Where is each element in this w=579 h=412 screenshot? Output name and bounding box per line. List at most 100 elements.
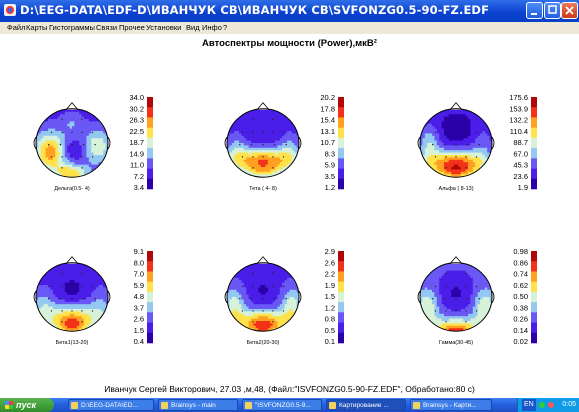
close-button[interactable] bbox=[561, 2, 578, 19]
colorbar-segment bbox=[147, 97, 153, 108]
menu-item-view[interactable]: Вид bbox=[186, 23, 200, 32]
menu-item-maps[interactable]: Карты bbox=[26, 23, 48, 32]
colorbar-segment bbox=[147, 158, 153, 169]
ear-mark bbox=[33, 290, 37, 304]
colorbar-segment bbox=[338, 107, 344, 118]
nose-mark bbox=[65, 102, 79, 111]
language-indicator[interactable]: EN bbox=[522, 399, 536, 411]
menu-item-help[interactable]: ? bbox=[223, 23, 228, 32]
electrode-dot bbox=[434, 156, 437, 158]
electrode-dot bbox=[478, 297, 480, 300]
scale-label: 2.9 bbox=[325, 247, 335, 256]
electrode-dot bbox=[262, 143, 264, 146]
menu-item-links[interactable]: Связи bbox=[96, 23, 118, 32]
scale-label: 0.86 bbox=[513, 258, 528, 267]
scale-label: 1.2 bbox=[325, 183, 335, 192]
electrode-dot bbox=[465, 310, 467, 312]
scale-label: 7.2 bbox=[134, 172, 144, 181]
taskbar-item-brainsys-main[interactable]: Brainsys - main bbox=[158, 399, 238, 411]
electrode-dot bbox=[465, 321, 467, 323]
scale-label: 8.0 bbox=[134, 258, 144, 267]
scale-label: 0.50 bbox=[513, 292, 528, 301]
colorbar-segment bbox=[531, 251, 537, 262]
electrode-dot bbox=[445, 310, 447, 312]
electrode-dot bbox=[61, 321, 63, 323]
scale-label: 0.8 bbox=[325, 315, 335, 324]
electrode-dot bbox=[71, 143, 73, 146]
menu-item-info[interactable]: Инфо bbox=[202, 23, 222, 32]
ear-mark bbox=[298, 136, 302, 150]
taskbar-item-label: "ISVFONZG0.5-9... bbox=[255, 402, 311, 409]
electrode-dot bbox=[252, 285, 254, 288]
electrode-dot bbox=[272, 285, 274, 288]
electrode-dot bbox=[455, 131, 457, 134]
colorbar-segment bbox=[147, 117, 153, 128]
electrode-dot bbox=[285, 297, 287, 300]
scale-label: 0.26 bbox=[513, 315, 528, 324]
colorbar-segment bbox=[338, 281, 344, 293]
ear-mark bbox=[491, 290, 495, 304]
app-window-icon bbox=[161, 402, 168, 409]
colorbar-segment bbox=[147, 178, 153, 190]
menu-item-other[interactable]: Прочее bbox=[119, 23, 145, 32]
security-icon[interactable] bbox=[548, 402, 554, 408]
electrode-dot bbox=[475, 285, 478, 288]
electrode-dot bbox=[443, 143, 446, 146]
scale-label: 7.0 bbox=[134, 270, 144, 279]
scale-label: 1.9 bbox=[325, 281, 335, 290]
colorbar-segment bbox=[147, 302, 153, 313]
scale-label: 0.5 bbox=[325, 326, 335, 335]
scale-label: 0.62 bbox=[513, 281, 528, 290]
electrode-dot bbox=[445, 321, 447, 323]
electrode-dot bbox=[262, 156, 264, 158]
ear-mark bbox=[224, 290, 228, 304]
taskbar-item-explorer[interactable]: D:\EEG-DATA\ED... bbox=[68, 399, 154, 411]
maximize-icon bbox=[548, 5, 557, 14]
colorbar-segment bbox=[338, 332, 344, 344]
scale-label: 15.4 bbox=[320, 116, 335, 125]
colorbar-segment bbox=[147, 332, 153, 344]
app-window-icon bbox=[413, 402, 420, 409]
taskbar-item-brainsys-maps[interactable]: Brainsys - Карти... bbox=[410, 399, 492, 411]
taskbar-item-mapping[interactable]: Картирование ... bbox=[326, 399, 406, 411]
windows-flag-icon bbox=[5, 401, 13, 409]
minimize-button[interactable] bbox=[526, 2, 543, 19]
ear-mark bbox=[107, 136, 111, 150]
scale-label: 5.9 bbox=[134, 281, 144, 290]
head-outline bbox=[226, 262, 300, 332]
colorbar-segment bbox=[531, 322, 537, 334]
scale-label: 20.2 bbox=[320, 93, 335, 102]
menu-item-histograms[interactable]: Гистограммы bbox=[49, 23, 95, 32]
menu-item-file[interactable]: Файл bbox=[7, 23, 26, 32]
electrode-dot bbox=[250, 297, 253, 300]
electrode-dot bbox=[475, 310, 478, 312]
menu-item-settings[interactable]: Установки bbox=[146, 23, 182, 32]
electrode-dot bbox=[262, 285, 264, 288]
electrode-dot bbox=[465, 156, 467, 158]
electrode-dot bbox=[81, 167, 83, 169]
network-icon[interactable] bbox=[539, 402, 545, 408]
topomap-3: Альфа ( 8-13) 175.6 153.9 132.2 110.4 88.7 67.… bbox=[417, 93, 537, 192]
scale-label: 0.4 bbox=[134, 337, 144, 346]
topomap-2: Тета ( 4- 8) 20.2 17.8 15.4 13.1 10.7 8.3 5.9 3.… bbox=[224, 93, 344, 192]
band-label: Бета1(13-20) bbox=[56, 340, 89, 346]
scale-label: 3.7 bbox=[134, 303, 144, 312]
colorbar-segment bbox=[531, 137, 537, 149]
colorbar-segment bbox=[147, 271, 153, 282]
electrode-dot bbox=[50, 310, 53, 312]
scale-label: 2.2 bbox=[325, 270, 335, 279]
electrode-dot bbox=[272, 310, 274, 312]
electrode-dot bbox=[478, 143, 480, 146]
electrode-dot bbox=[432, 297, 434, 300]
maximize-button[interactable] bbox=[544, 2, 561, 19]
electrode-dot bbox=[91, 156, 94, 158]
colorbar-segment bbox=[531, 158, 537, 169]
electrode-dot bbox=[50, 156, 53, 158]
colorbar-segment bbox=[147, 168, 153, 180]
taskbar-item-file[interactable]: "ISVFONZG0.5-9... bbox=[242, 399, 322, 411]
electrode-dot bbox=[61, 310, 63, 312]
start-button[interactable]: пуск bbox=[0, 398, 54, 412]
colorbar-segment bbox=[147, 148, 153, 159]
electrode-dot bbox=[239, 143, 241, 146]
